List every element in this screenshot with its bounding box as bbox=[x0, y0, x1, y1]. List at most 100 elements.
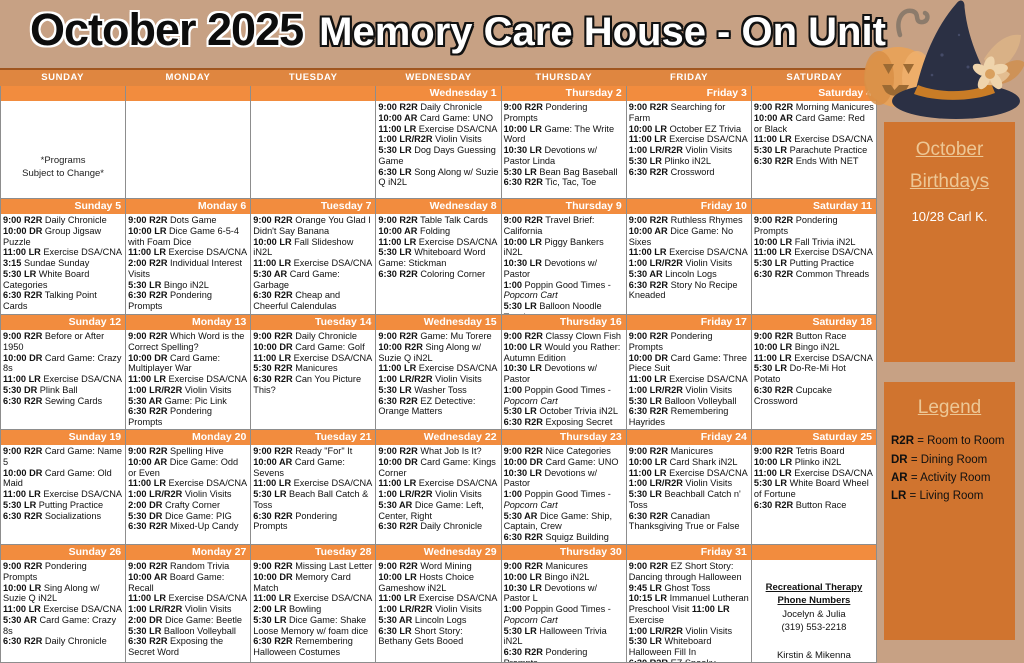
event-time-location: 9:00 R2R bbox=[128, 561, 167, 571]
event-time: 5:30 bbox=[503, 406, 522, 417]
event-item: 5:30 LR Putting Practice bbox=[754, 258, 874, 269]
event-time-location: 10:00 R2R bbox=[378, 342, 422, 352]
event-time-location: 11:00 LR bbox=[3, 604, 41, 614]
date-label: Saturday 4 bbox=[751, 86, 876, 101]
event-time-location: 11:00 LR bbox=[128, 374, 166, 384]
event-location: R2R bbox=[149, 215, 168, 225]
day-cell-body: 9:00 R2R Daily Chronicle 10:00 DR Group J… bbox=[1, 214, 125, 312]
day-cell bbox=[126, 86, 252, 199]
event-location: R2R bbox=[649, 279, 669, 290]
event-item: 5:30 LR Bean Bag Baseball bbox=[504, 167, 624, 178]
weekday-label-sunday: SUNDAY bbox=[41, 72, 85, 83]
event-time-location: 9:00 R2R bbox=[504, 446, 543, 456]
event-location: LR bbox=[654, 134, 667, 145]
event-text: Dice Game: Beetle bbox=[164, 614, 243, 625]
event-location: R2R bbox=[149, 331, 168, 341]
event-time-location: 11:00 LR bbox=[754, 247, 792, 257]
event-location: R2R bbox=[774, 215, 794, 225]
event-text: Bowling bbox=[289, 604, 322, 615]
event-time-location: 9:00 R2R bbox=[629, 102, 668, 112]
event-time: 11:00 bbox=[3, 374, 26, 385]
event-time: 10:00 bbox=[503, 456, 528, 467]
event-time: 5:30 bbox=[753, 145, 773, 156]
event-time: 10:30 bbox=[503, 258, 528, 269]
event-text: Talking Point Cards bbox=[3, 290, 97, 312]
event-time-location: 10:00 DR bbox=[378, 457, 417, 467]
event-text: Sing Along w/ Suzie Q iN2L bbox=[378, 341, 482, 363]
event-location: LR bbox=[403, 236, 417, 247]
event-time: 5:30 bbox=[378, 614, 397, 625]
date-label: Thursday 2 bbox=[501, 86, 626, 101]
event-item: 10:00 LR Fall Trivia iN2L bbox=[754, 237, 874, 248]
event-location: LR bbox=[774, 258, 788, 269]
event-time: 6:30 bbox=[378, 268, 397, 279]
date-label: Monday 13 bbox=[126, 315, 251, 330]
event-text: Ghost Toss bbox=[664, 582, 711, 593]
event-item: 5:30 LR Beachball Catch n' Toss bbox=[629, 489, 749, 511]
event-item: 11:00 LR Exercise DSA/CNA bbox=[378, 478, 498, 489]
event-text: Exercise DSA/CNA bbox=[669, 247, 748, 258]
event-time: 10:00 bbox=[378, 456, 402, 467]
event-time: 9:00 bbox=[503, 215, 522, 225]
event-time: 9:00 bbox=[253, 561, 272, 571]
event-time: 9:00 bbox=[253, 331, 272, 341]
event-location: LR/R2R bbox=[399, 374, 433, 385]
weekday-label-wednesday: WEDNESDAY bbox=[405, 72, 472, 83]
event-time-location: 6:30 LR bbox=[378, 167, 411, 177]
event-time-location: 10:00 DR bbox=[3, 353, 42, 363]
event-item: 6:30 R2R Daily Chronicle bbox=[378, 521, 498, 532]
event-item: 9:00 R2R Spelling Hive bbox=[128, 446, 248, 457]
event-location: AR bbox=[153, 456, 168, 467]
date-label: Thursday 9 bbox=[501, 199, 626, 214]
event-time: 5:30 bbox=[128, 279, 147, 290]
event-text: Ends With NET bbox=[795, 155, 859, 166]
event-text: Exercise DSA/CNA bbox=[293, 352, 373, 363]
event-time: 9:00 bbox=[253, 215, 272, 225]
event-location: R2R bbox=[149, 561, 168, 571]
event-item: 9:00 R2R Morning Manicures bbox=[754, 102, 874, 113]
event-time: 6:30 bbox=[128, 406, 147, 417]
event-text: Random Trivia bbox=[170, 561, 230, 571]
event-item: 10:00 DR Card Game: Crazy 8s bbox=[3, 353, 123, 375]
event-text: Exercise DSA/CNA bbox=[168, 478, 248, 489]
event-time-location: 9:00 R2R bbox=[754, 215, 793, 225]
event-time: 9:00 bbox=[378, 446, 397, 456]
event-time-location: 9:00 R2R bbox=[378, 331, 417, 341]
event-time-location: 9:00 R2R bbox=[504, 561, 543, 571]
event-location: LR bbox=[28, 247, 41, 258]
event-item: 10:00 LR Would you Rather: Autumn Editio… bbox=[504, 342, 624, 364]
event-item: 2:00 DR Dice Game: Beetle bbox=[128, 615, 248, 626]
event-text: Putting Practice bbox=[38, 499, 104, 510]
event-time-location: 11:00 LR bbox=[378, 593, 416, 603]
event-time: 9:00 bbox=[128, 215, 147, 225]
event-time-location: 10:00 DR bbox=[504, 457, 543, 467]
event-item: 11:00 LR Exercise DSA/CNA bbox=[3, 247, 123, 258]
event-location: AR bbox=[399, 499, 413, 510]
event-time: 5:30 bbox=[253, 268, 272, 279]
date-label: Sunday 12 bbox=[1, 315, 126, 330]
day-cell-body: 9:00 R2R Searching for Farm 10:00 LR Octo… bbox=[627, 101, 751, 177]
event-location: R2R bbox=[274, 510, 293, 521]
event-item: 6:30 R2R Talking Point Cards bbox=[3, 290, 123, 312]
event-text: October EZ Trivia bbox=[669, 123, 742, 134]
event-time: 3:15 bbox=[3, 258, 22, 269]
event-text: Devotions w/ Pastor bbox=[503, 258, 598, 279]
event-item: 5:30 AR Card Game: Garbage bbox=[253, 269, 373, 291]
event-location: LR bbox=[654, 374, 667, 385]
event-location: R2R bbox=[524, 647, 543, 658]
event-location: LR bbox=[529, 467, 542, 478]
event-item: 10:00 LR Fall Slideshow iN2L bbox=[253, 237, 373, 259]
event-item: 11:00 LR Exercise DSA/CNA bbox=[629, 247, 749, 258]
event-location: R2R bbox=[649, 657, 669, 663]
event-text: Exercise DSA/CNA bbox=[293, 258, 373, 269]
event-time: 11:00 bbox=[753, 352, 777, 363]
event-time-location: 5:30 LR bbox=[128, 280, 161, 290]
event-location: LR bbox=[529, 145, 542, 156]
event-text: Daily Chronicle bbox=[420, 521, 483, 532]
event-time: 9:00 bbox=[503, 446, 522, 456]
event-time: 11:00 bbox=[628, 247, 652, 258]
event-location: LR bbox=[278, 352, 292, 363]
event-time-location: 10:30 LR bbox=[504, 468, 542, 478]
event-location: LR bbox=[154, 225, 167, 236]
